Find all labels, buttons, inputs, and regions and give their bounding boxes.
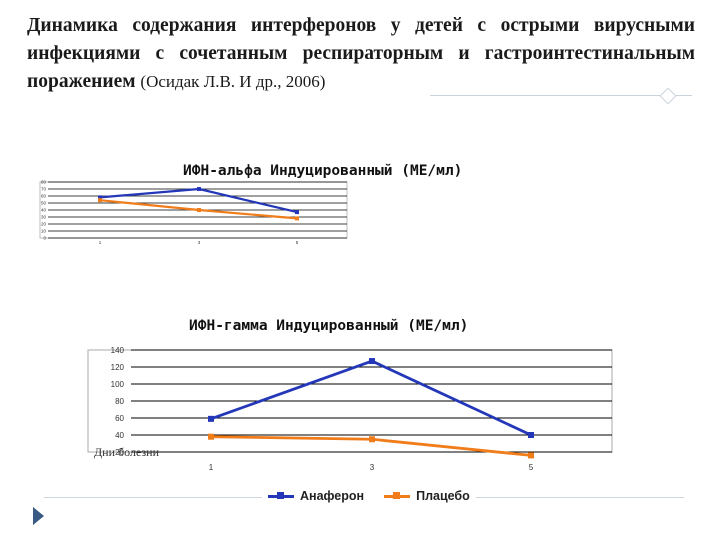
chart-alpha-title: ИФН-альфа Индуцированный (МЕ/мл) bbox=[183, 163, 463, 179]
series-line-anaferon bbox=[210, 359, 532, 437]
chart-alpha: 0 10 20 30 40 50 60 70 80 1 3 5 bbox=[39, 180, 348, 245]
legend-item-anaferon: Анаферон bbox=[268, 489, 364, 503]
data-point-anaferon bbox=[528, 432, 534, 438]
y-tick-label: 20 bbox=[41, 222, 47, 227]
y-tick-label: 70 bbox=[41, 187, 47, 192]
data-point-placebo bbox=[98, 198, 102, 203]
legend-label-anaferon: Анаферон bbox=[300, 489, 365, 503]
data-point-anaferon bbox=[295, 210, 299, 215]
y-tick-label: 60 bbox=[41, 194, 47, 199]
x-tick-label: 3 bbox=[198, 240, 201, 245]
data-point-anaferon bbox=[369, 358, 375, 365]
title-divider bbox=[430, 95, 692, 96]
x-tick-label: 5 bbox=[296, 240, 299, 245]
x-tick-label: 5 bbox=[529, 463, 534, 472]
y-tick-label: 50 bbox=[41, 201, 47, 206]
y-tick-label: 40 bbox=[115, 431, 124, 440]
legend-swatch-placebo bbox=[384, 491, 411, 499]
y-tick-label: 60 bbox=[115, 414, 124, 423]
data-point-placebo bbox=[528, 452, 534, 459]
chart-gamma: 20 40 60 80 100 120 140 1 3 5 bbox=[87, 346, 613, 472]
x-tick-label: 1 bbox=[209, 463, 214, 472]
y-tick-label: 40 bbox=[41, 208, 47, 213]
data-point-placebo bbox=[295, 216, 299, 221]
days-axis-label: Дни болезни bbox=[94, 445, 160, 459]
y-tick-label: 120 bbox=[111, 363, 125, 372]
legend-swatch-anaferon bbox=[268, 491, 294, 499]
y-tick-label: 140 bbox=[111, 346, 125, 355]
y-tick-label: 0 bbox=[43, 236, 46, 241]
y-tick-label: 80 bbox=[41, 180, 47, 185]
legend-item-placebo: Плацебо bbox=[384, 489, 470, 503]
x-tick-label: 3 bbox=[370, 463, 375, 472]
slide-title-main: Динамика содержания интерферонов у детей… bbox=[27, 15, 695, 92]
next-slide-arrow-icon[interactable] bbox=[33, 507, 44, 525]
x-tick-label: 1 bbox=[99, 240, 102, 245]
y-tick-label: 10 bbox=[41, 229, 47, 234]
data-point-placebo bbox=[197, 208, 201, 212]
data-point-placebo bbox=[208, 433, 214, 440]
slide-title: Динамика содержания интерферонов у детей… bbox=[27, 12, 695, 96]
chart-legend: Анаферон Плацебо bbox=[262, 486, 476, 506]
data-point-anaferon bbox=[208, 415, 214, 422]
data-point-placebo bbox=[369, 436, 375, 443]
y-tick-label: 30 bbox=[41, 215, 47, 220]
y-tick-label: 20 bbox=[115, 448, 124, 457]
y-tick-label: 100 bbox=[111, 380, 125, 389]
slide-title-source: (Осидак Л.В. И др., 2006) bbox=[140, 72, 326, 91]
data-point-anaferon bbox=[197, 187, 201, 191]
chart-gamma-title: ИФН-гамма Индуцированный (МЕ/мл) bbox=[189, 318, 469, 334]
y-tick-label: 80 bbox=[115, 397, 124, 406]
legend-label-placebo: Плацебо bbox=[416, 489, 470, 503]
data-point-anaferon bbox=[98, 195, 102, 200]
